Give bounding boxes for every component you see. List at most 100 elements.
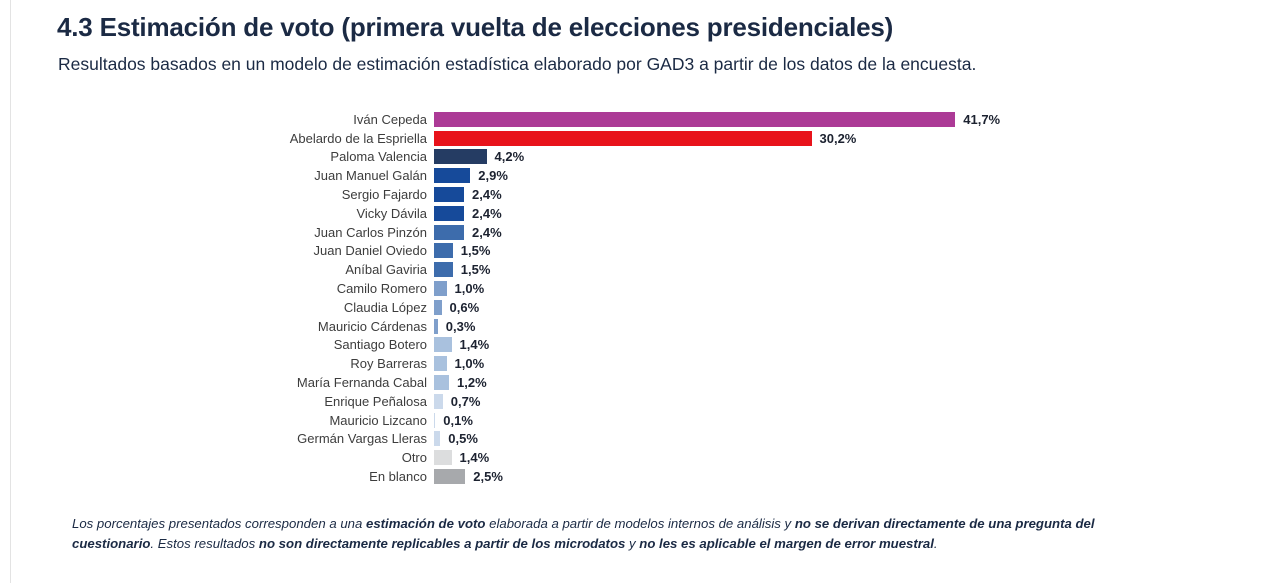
value-label: 0,3% [445, 318, 476, 334]
bar [434, 375, 449, 391]
vote-estimation-bar-chart: Iván Cepeda 41,7% Abelardo de la Espriella… [60, 110, 1240, 486]
bar [434, 431, 441, 447]
chart-row: Camilo Romero 1,0% [60, 279, 1240, 298]
value-label: 1,2% [457, 375, 487, 391]
chart-row: Santiago Botero 1,4% [60, 336, 1240, 355]
bar-area: 1,0% [434, 281, 1240, 297]
chart-row: Otro 1,4% [60, 448, 1240, 467]
bar [434, 318, 438, 334]
candidate-label: En blanco [369, 469, 427, 485]
chart-row: Iván Cepeda 41,7% [60, 110, 1240, 129]
value-label: 0,1% [443, 412, 473, 428]
bar [434, 412, 436, 428]
bar-area: 41,7% [434, 111, 1240, 127]
bar [434, 111, 956, 127]
bar-area: 2,4% [434, 224, 1240, 240]
bar-area: 1,0% [434, 356, 1240, 372]
bar [434, 281, 447, 297]
chart-row: Aníbal Gaviria 1,5% [60, 260, 1240, 279]
value-label: 2,9% [478, 168, 508, 184]
candidate-label: Claudia López [343, 299, 427, 315]
bar [434, 224, 464, 240]
bar-area: 4,2% [434, 149, 1240, 165]
chart-row: Enrique Peñalosa 0,7% [60, 392, 1240, 411]
candidate-label: Roy Barreras [350, 356, 427, 372]
value-label: 0,5% [448, 431, 478, 447]
bar [434, 130, 812, 146]
footnote-segment: y [625, 536, 640, 551]
footnote-bold-segment: no se derivan directamente de una pregun… [794, 516, 1095, 531]
chart-row: Abelardo de la Espriella 30,2% [60, 129, 1240, 148]
bar-area: 1,4% [434, 337, 1240, 353]
chart-row: Sergio Fajardo 2,4% [60, 185, 1240, 204]
left-page-divider [10, 0, 11, 583]
candidate-label: Paloma Valencia [330, 149, 427, 165]
bar [434, 187, 464, 203]
bar-area: 2,4% [434, 187, 1240, 203]
footnote-bold-segment: estimación de voto [366, 516, 486, 531]
footnote-segment: elaborada a partir de modelos internos d… [485, 516, 795, 531]
value-label: 2,5% [473, 469, 503, 485]
bar-area: 0,3% [434, 318, 1240, 334]
candidate-label: Mauricio Lizcano [329, 412, 427, 428]
bar-area: 2,4% [434, 205, 1240, 221]
bar-area: 0,5% [434, 431, 1240, 447]
value-label: 2,4% [472, 187, 502, 203]
candidate-label: Mauricio Cárdenas [317, 318, 427, 334]
candidate-label: Sergio Fajardo [341, 187, 427, 203]
bar [434, 450, 452, 466]
footnote-segment: . [933, 536, 938, 551]
page-subtitle: Resultados basados en un modelo de estim… [58, 54, 977, 74]
bar [434, 149, 487, 165]
bar [434, 337, 452, 353]
chart-row: Vicky Dávila 2,4% [60, 204, 1240, 223]
bar [434, 356, 447, 372]
bar-area: 1,5% [434, 262, 1240, 278]
bar-area: 2,5% [434, 469, 1240, 485]
value-label: 0,6% [449, 299, 480, 315]
footnote-bold-segment: no les es aplicable el margen de error m… [639, 536, 934, 551]
candidate-label: Enrique Peñalosa [324, 393, 427, 409]
footnote-segment: . Estos resultados [150, 536, 259, 551]
chart-row: Paloma Valencia 4,2% [60, 148, 1240, 167]
chart-row: Mauricio Cárdenas 0,3% [60, 317, 1240, 336]
candidate-label: Juan Carlos Pinzón [314, 224, 427, 240]
bar-area: 0,6% [434, 299, 1240, 315]
candidate-label: Iván Cepeda [353, 111, 427, 127]
chart-row: Germán Vargas Lleras 0,5% [60, 430, 1240, 449]
chart-row: Claudia López 0,6% [60, 298, 1240, 317]
candidate-label: Vicky Dávila [356, 205, 427, 221]
value-label: 4,2% [494, 149, 525, 165]
value-label: 2,4% [472, 205, 502, 221]
chart-row: Juan Carlos Pinzón 2,4% [60, 223, 1240, 242]
footnote-bold-segment: cuestionario [72, 536, 151, 551]
chart-row: Mauricio Lizcano 0,1% [60, 411, 1240, 430]
value-label: 1,4% [459, 450, 490, 466]
footnote-bold-segment: no son directamente replicables a partir… [258, 536, 626, 551]
value-label: 1,5% [460, 243, 491, 259]
bar [434, 393, 443, 409]
footnote-line: cuestionario. Estos resultados no son di… [72, 534, 1172, 554]
bar [434, 469, 466, 485]
chart-row: Roy Barreras 1,0% [60, 354, 1240, 373]
bar-area: 1,5% [434, 243, 1240, 259]
footnote-line: Los porcentajes presentados corresponden… [72, 514, 1172, 534]
candidate-label: María Fernanda Cabal [296, 375, 427, 391]
bar [434, 168, 471, 184]
bar-area: 0,7% [434, 393, 1240, 409]
value-label: 30,2% [819, 130, 857, 146]
candidate-label: Germán Vargas Lleras [297, 431, 427, 447]
bar-area: 0,1% [434, 412, 1240, 428]
methodology-footnote: Los porcentajes presentados corresponden… [72, 514, 1172, 554]
candidate-label: Otro [401, 450, 427, 466]
value-label: 1,4% [459, 337, 490, 353]
value-label: 41,7% [963, 111, 1001, 127]
bar-area: 1,2% [434, 375, 1240, 391]
bar [434, 299, 442, 315]
value-label: 2,4% [472, 224, 502, 240]
bar [434, 262, 453, 278]
page-title: 4.3 Estimación de voto (primera vuelta d… [57, 12, 894, 42]
candidate-label: Abelardo de la Espriella [289, 130, 427, 146]
candidate-label: Aníbal Gaviria [345, 262, 427, 278]
